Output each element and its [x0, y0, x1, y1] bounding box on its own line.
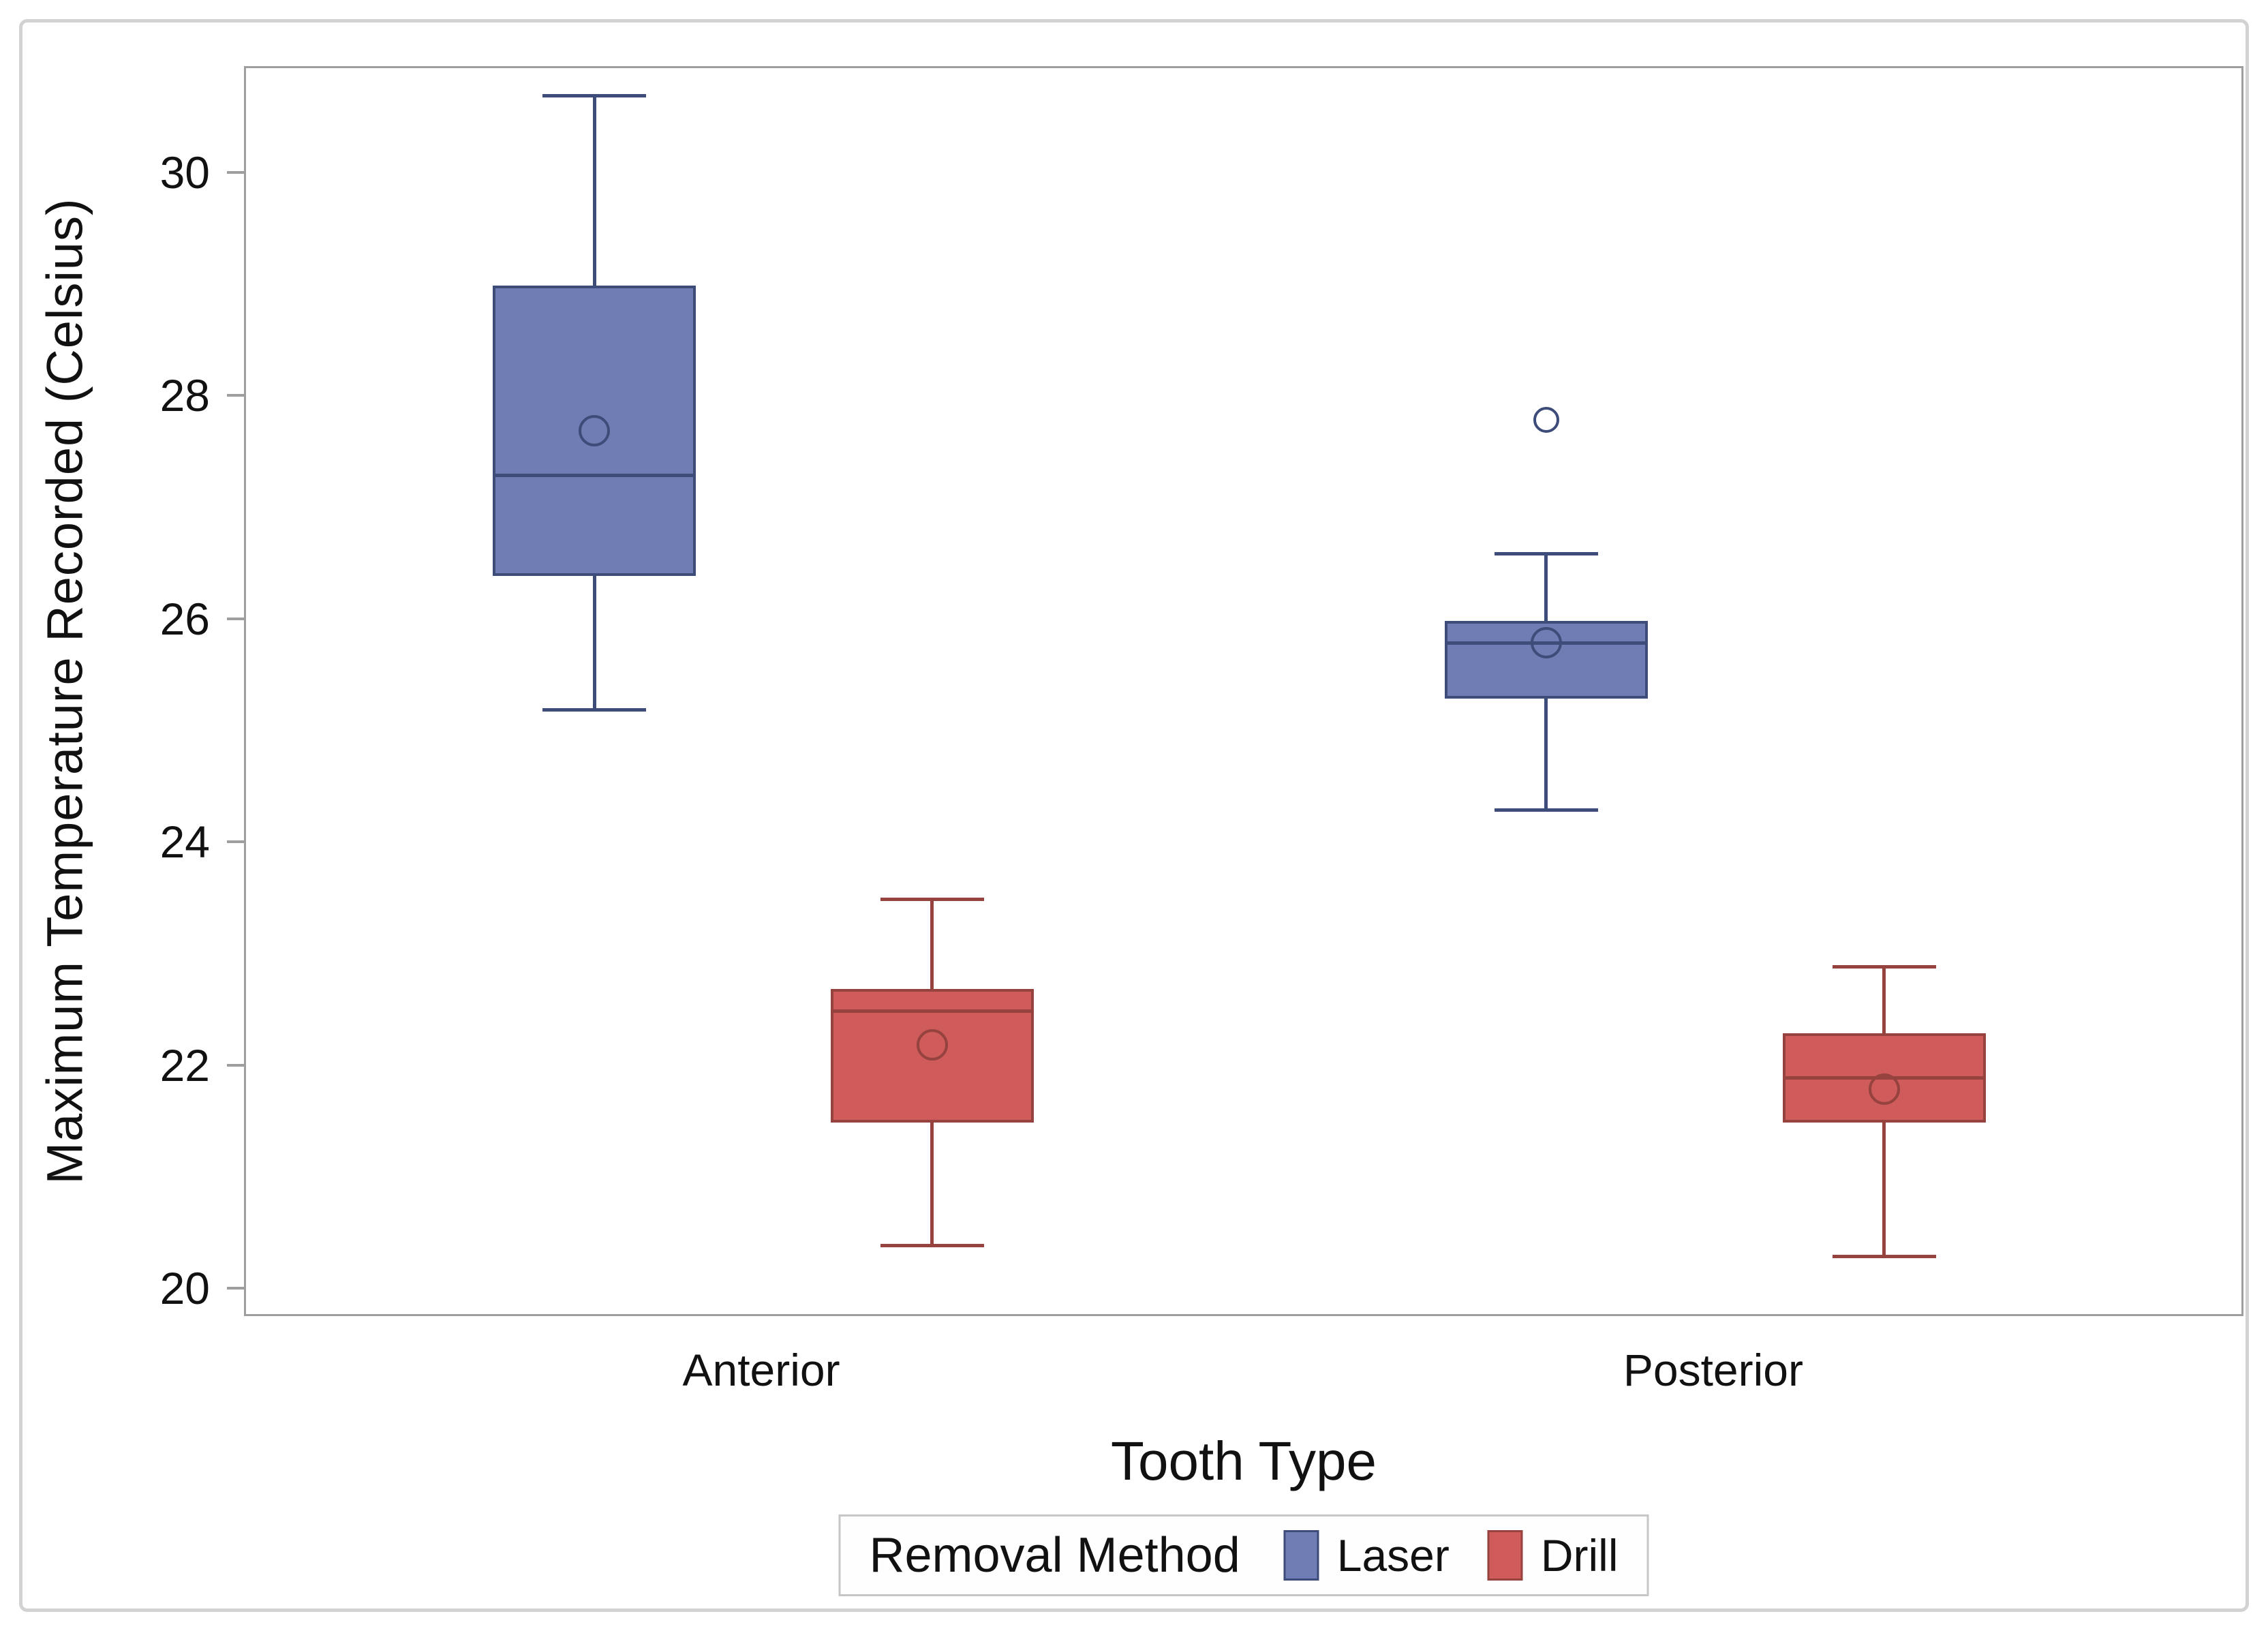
x-axis-title: Tooth Type: [1111, 1431, 1377, 1491]
whisker: [1544, 553, 1548, 621]
y-tick: [227, 1287, 244, 1290]
legend-swatch-laser: [1283, 1530, 1319, 1581]
y-tick-label: 28: [159, 370, 210, 421]
legend-item-laser: Laser: [1283, 1529, 1450, 1581]
legend-label: Drill: [1540, 1530, 1619, 1581]
whisker-cap: [880, 1244, 984, 1248]
whisker-cap: [542, 708, 647, 712]
whisker-cap: [1494, 808, 1598, 812]
y-tick: [227, 840, 244, 844]
y-tick-label: 24: [159, 817, 210, 868]
y-tick: [227, 1063, 244, 1067]
y-axis-title: Maximum Temperature Recorded (Celsius): [36, 198, 93, 1185]
y-tick-label: 30: [159, 147, 210, 198]
whisker: [1882, 966, 1886, 1034]
whisker: [592, 576, 596, 710]
y-tick: [227, 394, 244, 397]
whisker-cap: [880, 898, 984, 902]
whisker-cap: [1494, 551, 1598, 555]
whisker-cap: [1832, 1255, 1936, 1259]
whisker-cap: [542, 94, 647, 98]
mean-marker: [579, 415, 611, 447]
legend-item-drill: Drill: [1487, 1529, 1619, 1581]
x-category-label: Anterior: [682, 1345, 840, 1395]
mean-marker: [1868, 1073, 1900, 1106]
mean-marker: [916, 1028, 948, 1061]
outlier-marker: [1533, 406, 1559, 433]
whisker: [930, 1123, 934, 1246]
legend-label: Laser: [1336, 1530, 1450, 1581]
y-tick: [227, 617, 244, 620]
y-tick-label: 22: [159, 1039, 210, 1091]
whisker: [1882, 1123, 1886, 1257]
y-tick: [227, 170, 244, 174]
plot-area: [244, 66, 2243, 1316]
legend: Removal Method Laser Drill: [838, 1514, 1649, 1596]
y-tick-label: 26: [159, 593, 210, 644]
whisker: [930, 899, 934, 989]
legend-title: Removal Method: [869, 1528, 1240, 1583]
x-category-label: Posterior: [1623, 1345, 1803, 1395]
whisker-cap: [1832, 964, 1936, 969]
legend-items: Laser Drill: [1283, 1529, 1619, 1581]
median-line: [493, 474, 696, 478]
mean-marker: [1530, 627, 1562, 659]
median-line: [830, 1009, 1034, 1013]
y-tick-label: 20: [159, 1263, 210, 1314]
whisker: [592, 95, 596, 286]
whisker: [1544, 699, 1548, 810]
legend-swatch-drill: [1487, 1530, 1523, 1581]
